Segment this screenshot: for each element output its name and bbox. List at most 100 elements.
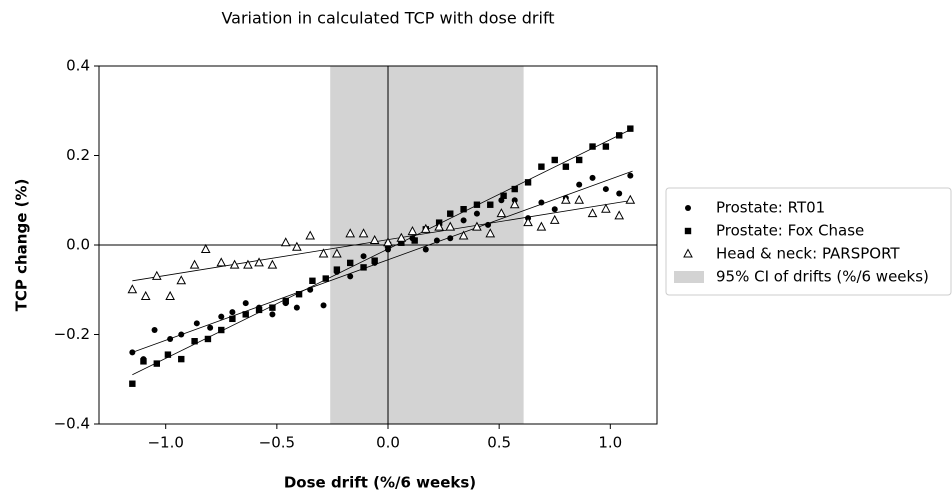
point bbox=[164, 351, 172, 358]
point bbox=[242, 311, 249, 318]
legend-marker bbox=[683, 248, 693, 258]
point bbox=[460, 217, 467, 224]
point bbox=[589, 143, 596, 150]
point bbox=[200, 243, 211, 253]
point bbox=[305, 230, 316, 240]
point bbox=[151, 327, 158, 334]
legend-label: Prostate: Fox Chase bbox=[716, 222, 864, 240]
point bbox=[616, 132, 623, 139]
y-tick-label: 0.0 bbox=[66, 236, 90, 254]
point bbox=[509, 199, 520, 209]
y-tick-label: 0.4 bbox=[66, 57, 90, 75]
point bbox=[614, 210, 625, 220]
point bbox=[207, 324, 214, 331]
x-axis-label: Dose drift (%/6 weeks) bbox=[284, 474, 476, 492]
point bbox=[176, 275, 187, 285]
point bbox=[523, 217, 533, 227]
point bbox=[551, 206, 558, 213]
point bbox=[398, 239, 405, 246]
point bbox=[627, 125, 634, 132]
point bbox=[332, 248, 342, 258]
point bbox=[216, 257, 227, 267]
point bbox=[434, 221, 444, 231]
x-tick-label: 1.0 bbox=[598, 434, 622, 452]
point bbox=[524, 179, 532, 186]
point bbox=[269, 311, 276, 318]
point bbox=[575, 156, 583, 164]
point bbox=[625, 194, 636, 204]
trend-line bbox=[132, 170, 633, 353]
point bbox=[383, 237, 393, 247]
point bbox=[485, 221, 492, 228]
point bbox=[485, 228, 496, 238]
y-tick-label: 0.2 bbox=[66, 146, 90, 164]
point bbox=[627, 172, 634, 179]
point bbox=[447, 210, 454, 217]
point bbox=[420, 223, 431, 233]
point bbox=[292, 241, 302, 251]
point bbox=[218, 313, 225, 320]
point bbox=[347, 273, 354, 280]
y-tick-label: −0.2 bbox=[54, 325, 90, 343]
point bbox=[551, 156, 558, 164]
legend-label: Prostate: RT01 bbox=[716, 199, 825, 217]
point bbox=[129, 349, 136, 356]
point bbox=[309, 277, 316, 284]
point bbox=[129, 380, 136, 387]
legend-marker bbox=[685, 205, 691, 211]
point bbox=[487, 201, 494, 208]
point bbox=[433, 237, 440, 244]
plot-frame bbox=[98, 65, 658, 425]
point bbox=[189, 259, 200, 269]
point bbox=[602, 143, 610, 150]
point bbox=[601, 203, 611, 213]
point bbox=[411, 237, 418, 244]
point bbox=[538, 163, 545, 170]
point bbox=[589, 174, 596, 181]
chart-title: Variation in calculated TCP with dose dr… bbox=[221, 9, 554, 28]
point bbox=[496, 208, 507, 218]
point bbox=[347, 259, 354, 267]
point bbox=[602, 186, 609, 193]
point bbox=[407, 226, 418, 236]
point bbox=[269, 304, 276, 311]
point bbox=[229, 259, 240, 269]
point bbox=[293, 304, 300, 311]
point bbox=[473, 201, 481, 208]
point bbox=[472, 221, 482, 231]
point bbox=[458, 230, 469, 240]
point bbox=[191, 338, 198, 345]
x-tick-label: −0.5 bbox=[259, 434, 295, 452]
point bbox=[243, 259, 253, 269]
point bbox=[320, 302, 327, 309]
point bbox=[369, 234, 380, 245]
point bbox=[345, 228, 356, 238]
point bbox=[282, 297, 289, 305]
point bbox=[318, 248, 329, 258]
point bbox=[140, 358, 147, 365]
trend-line bbox=[132, 199, 633, 282]
point bbox=[178, 355, 185, 363]
point bbox=[254, 257, 264, 267]
point bbox=[473, 210, 480, 217]
point bbox=[538, 199, 545, 206]
trend-line bbox=[132, 128, 633, 376]
point bbox=[574, 194, 585, 204]
point bbox=[371, 257, 378, 264]
point bbox=[165, 290, 175, 300]
point bbox=[204, 335, 212, 343]
point bbox=[255, 306, 263, 314]
point bbox=[127, 284, 138, 294]
point bbox=[396, 232, 407, 242]
point bbox=[549, 214, 560, 224]
point bbox=[178, 331, 185, 338]
point bbox=[333, 266, 341, 273]
legend-label: 95% CI of drifts (%/6 weeks) bbox=[716, 268, 929, 286]
point bbox=[447, 235, 454, 242]
x-tick-label: 0.5 bbox=[487, 434, 511, 452]
point bbox=[140, 290, 151, 300]
point bbox=[445, 221, 456, 231]
point bbox=[322, 275, 329, 282]
point bbox=[360, 264, 367, 271]
